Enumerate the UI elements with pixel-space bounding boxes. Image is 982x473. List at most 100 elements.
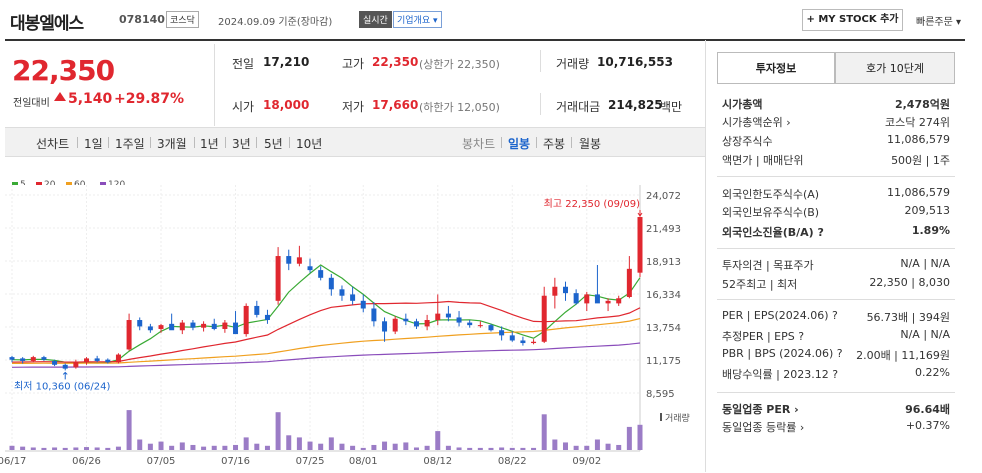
volume-bar <box>52 447 58 450</box>
candle-body <box>147 326 153 331</box>
up-arrow-icon <box>54 92 66 101</box>
info-label: 외국인한도주식수(A) <box>722 188 820 201</box>
low-arrow <box>62 371 68 380</box>
volume-label: 거래량 <box>556 57 590 71</box>
header-divider <box>5 39 965 41</box>
realtime-button[interactable]: 실시간 <box>359 11 392 28</box>
info-value: 96.64배 <box>905 403 950 416</box>
period-3m[interactable]: 3개월 <box>157 137 187 151</box>
candle-body <box>190 322 196 328</box>
y-tick-label: 21,493 <box>646 224 681 235</box>
x-tick-label: 07/05 <box>147 456 176 467</box>
volume-bar <box>9 445 15 450</box>
axis-labels: 24,072 21,493 18,913 16,334 13,754 11,175 8,59… <box>0 191 690 467</box>
volume-bar <box>637 424 643 450</box>
separator <box>501 137 502 148</box>
volume-bar <box>339 443 345 450</box>
candles <box>9 217 643 371</box>
period-3y[interactable]: 3년 <box>232 137 251 151</box>
divider <box>540 93 541 115</box>
open-value: 18,000 <box>263 98 310 112</box>
stock-chart[interactable]: 24,072 21,493 18,913 16,334 13,754 11,175 8,59… <box>0 185 705 473</box>
candle-body <box>445 313 451 318</box>
amount-unit: 백만 <box>660 100 683 114</box>
period-1d[interactable]: 1일 <box>84 137 103 151</box>
x-tick-label: 07/16 <box>221 456 250 467</box>
info-label: 동일업종 PER › <box>722 403 799 416</box>
candle-body <box>520 340 526 344</box>
legend-swatch <box>36 181 42 188</box>
period-1w[interactable]: 1주일 <box>115 137 145 151</box>
period-bar <box>5 127 705 157</box>
volume-bar <box>84 447 90 450</box>
low-label: 저가 <box>342 100 365 114</box>
tab-orderbook-10[interactable]: 호가 10단계 <box>835 52 955 84</box>
quick-order-dropdown[interactable]: 빠른주문 ▾ <box>916 17 961 28</box>
separator <box>571 137 572 148</box>
info-separator <box>717 299 955 300</box>
y-tick-label: 24,072 <box>646 191 681 202</box>
info-row: 동일업종 등락률 › +0.37% <box>722 419 950 437</box>
prev-close-label: 전일 <box>232 57 255 71</box>
period-10y[interactable]: 10년 <box>296 137 323 151</box>
ma-line <box>11 342 641 368</box>
candle-body <box>126 320 132 350</box>
info-value: 2,478억원 <box>894 98 950 111</box>
tab-investment-info[interactable]: 투자정보 <box>717 52 835 84</box>
separator <box>289 137 290 148</box>
candle-body <box>328 277 334 290</box>
x-tick-label: 06/17 <box>0 456 26 467</box>
volume-bar <box>318 443 324 450</box>
volume-bar <box>573 445 579 450</box>
volume-bar <box>403 442 409 450</box>
stock-code: 078140 <box>119 13 165 26</box>
candle-body <box>201 323 207 328</box>
info-row: 시가총액 2,478억원 <box>722 96 950 114</box>
volume-bar <box>328 437 334 450</box>
info-value: +0.37% <box>905 419 950 432</box>
candle-body <box>296 257 302 264</box>
info-label: 투자의견 | 목표주가 <box>722 259 814 272</box>
y-tick-label: 16,334 <box>646 290 681 301</box>
chart-background <box>5 185 705 473</box>
candle-daily[interactable]: 일봉 <box>508 137 531 151</box>
candle-weekly[interactable]: 주봉 <box>543 137 566 151</box>
volume-bar <box>201 446 207 450</box>
change-percent: +29.87% <box>114 91 185 107</box>
candle-body <box>264 314 270 321</box>
y-tick-label: 18,913 <box>646 257 681 268</box>
candle-body <box>477 325 483 327</box>
volume-bar <box>169 445 175 450</box>
info-value: 11,086,579 <box>887 186 950 199</box>
volume-legend-icon <box>660 413 662 421</box>
candle-body <box>541 295 547 342</box>
candle-monthly[interactable]: 월봉 <box>579 137 602 151</box>
candle-body <box>499 330 505 336</box>
separator <box>77 137 78 148</box>
y-tick-label: 13,754 <box>646 323 681 334</box>
volume-bar <box>616 444 622 450</box>
candle-body <box>137 320 143 327</box>
x-tick-label: 09/02 <box>572 456 601 467</box>
legend-swatch <box>66 181 72 188</box>
info-value: 1.89% <box>911 224 950 237</box>
company-overview-dropdown[interactable]: 기업개요 ▾ <box>393 11 442 28</box>
candle-body <box>562 286 568 294</box>
add-my-stock-button[interactable]: + MY STOCK 추가 <box>802 9 903 31</box>
info-label: PBR | BPS (2024.06) ? <box>722 347 843 360</box>
info-value: 22,350 | 8,030 <box>869 276 950 289</box>
volume-bar <box>594 439 600 450</box>
info-separator <box>717 248 955 249</box>
info-row: 투자의견 | 목표주가 N/A | N/A <box>722 257 950 275</box>
candle-chart-label: 봉차트 <box>462 137 496 151</box>
volume-bar <box>20 446 26 450</box>
separator <box>225 137 226 148</box>
volume-bar <box>488 447 494 450</box>
amount-value: 214,825 <box>608 98 663 112</box>
candle-body <box>413 321 419 327</box>
candle-body <box>392 318 398 332</box>
period-5y[interactable]: 5년 <box>264 137 283 151</box>
period-1y[interactable]: 1년 <box>200 137 219 151</box>
volume-bar <box>264 445 270 450</box>
stock-name: 대봉엘에스 <box>10 14 84 34</box>
